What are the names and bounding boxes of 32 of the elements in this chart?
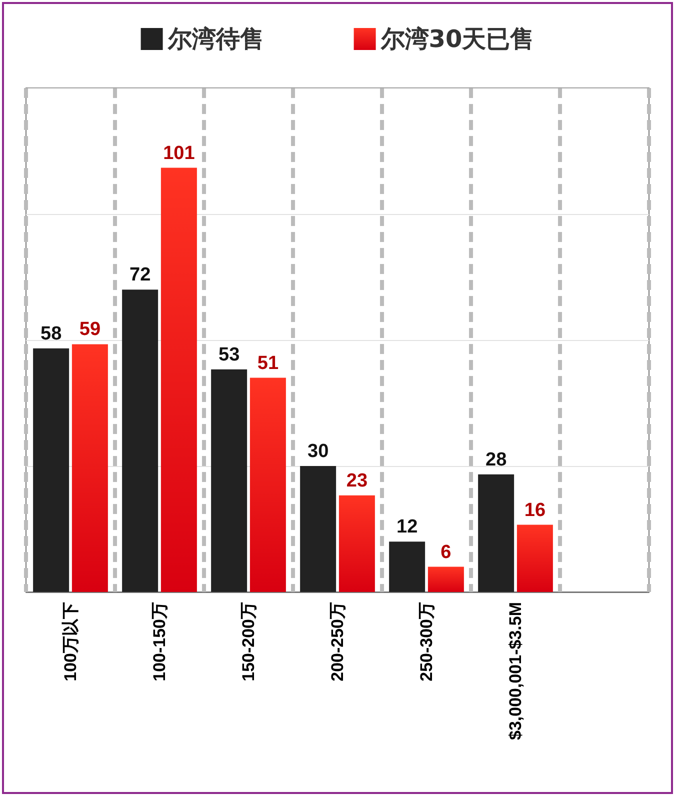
x-tick-label: 150-200万 [239,602,258,682]
data-label: 51 [257,352,279,374]
x-tick-label: 250-300万 [417,602,436,682]
bar [160,168,197,592]
bar [428,566,464,592]
bar [211,369,248,592]
data-label: 23 [346,470,368,492]
x-tick-label: $3,000,001-$3.5M [506,602,525,740]
data-label: 28 [485,449,507,470]
x-tick-label: 100万以下 [61,602,80,682]
bar [72,344,108,592]
data-label: 59 [79,319,101,340]
x-tick-label: 200-250万 [328,602,347,682]
data-label: 6 [440,542,452,563]
bar [122,290,158,592]
bar [300,466,336,592]
bar [338,495,375,592]
bar [478,474,514,592]
data-label: 12 [396,516,418,538]
legend-label: 尔湾30天已售 [380,25,534,53]
data-label: 16 [524,500,546,521]
data-label: 58 [40,323,62,344]
bar [250,378,286,592]
bar [389,542,426,592]
x-tick-label: 100-150万 [150,602,169,682]
data-label: 53 [218,344,240,366]
bar [33,348,70,592]
bar [516,524,553,592]
legend-label: 尔湾待售 [166,25,264,53]
data-label: 30 [307,441,329,462]
data-label: 101 [163,142,196,164]
data-label: 72 [129,264,151,286]
